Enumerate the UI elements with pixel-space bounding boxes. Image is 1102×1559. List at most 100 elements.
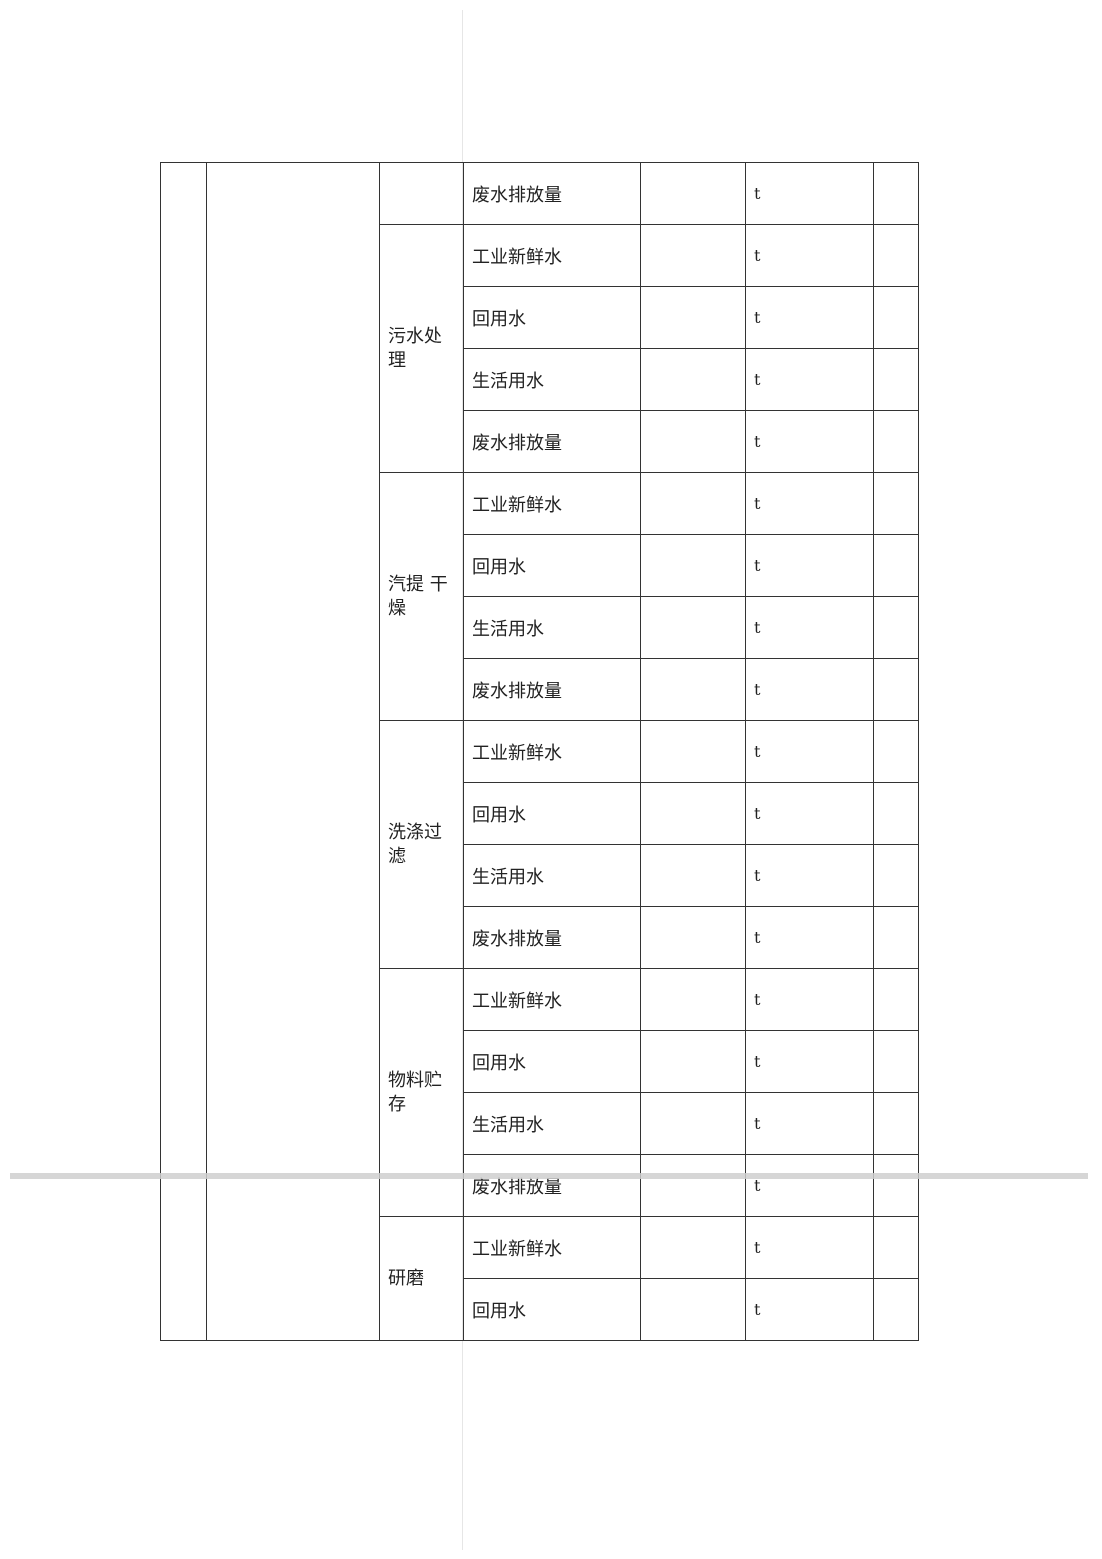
table-row: 回用水 t — [161, 286, 919, 349]
unit-cell: t — [745, 782, 874, 845]
unit-cell: t — [745, 968, 874, 1031]
remark-cell — [873, 410, 919, 473]
remark-cell — [873, 782, 919, 845]
scan-artifact-band — [10, 1173, 1088, 1179]
remark-cell — [873, 348, 919, 411]
unit-cell: t — [745, 534, 874, 597]
value-cell — [640, 844, 746, 907]
item-name: 回用水 — [463, 286, 641, 349]
remark-cell — [873, 1216, 919, 1279]
unit-cell: t — [745, 1154, 874, 1217]
unit-cell: t — [745, 348, 874, 411]
item-name: 工业新鲜水 — [463, 968, 641, 1031]
item-name: 生活用水 — [463, 1092, 641, 1155]
process-group-label — [379, 162, 464, 225]
value-cell — [640, 658, 746, 721]
item-name: 废水排放量 — [463, 906, 641, 969]
process-group-label: 汽提 干燥 — [379, 472, 464, 721]
unit-cell: t — [745, 1092, 874, 1155]
unit-cell: t — [745, 1278, 874, 1341]
item-name: 工业新鲜水 — [463, 224, 641, 287]
table-row: 回用水 t — [161, 782, 919, 845]
item-name: 废水排放量 — [463, 410, 641, 473]
table-row: 废水排放量 t — [161, 410, 919, 473]
item-name: 工业新鲜水 — [463, 720, 641, 783]
value-cell — [640, 906, 746, 969]
remark-cell — [873, 534, 919, 597]
category-cell — [206, 162, 380, 1341]
table-row: 废水排放量 t — [160, 162, 919, 1341]
value-cell — [640, 534, 746, 597]
remark-cell — [873, 844, 919, 907]
item-name: 回用水 — [463, 1278, 641, 1341]
table-row: 生活用水 t — [161, 1092, 919, 1155]
remark-cell — [873, 596, 919, 659]
table-row: 生活用水 t — [161, 348, 919, 411]
remark-cell — [873, 1154, 919, 1217]
unit-cell: t — [745, 224, 874, 287]
unit-cell: t — [745, 1216, 874, 1279]
item-name: 生活用水 — [463, 348, 641, 411]
value-cell — [640, 162, 746, 225]
table-row: 回用水 t — [161, 1278, 919, 1341]
item-name: 回用水 — [463, 782, 641, 845]
item-name: 生活用水 — [463, 844, 641, 907]
item-name: 回用水 — [463, 534, 641, 597]
table-row: 物料贮存 工业新鲜水 t — [161, 968, 919, 1217]
index-cell — [160, 162, 207, 1341]
unit-cell: t — [745, 162, 874, 225]
unit-cell: t — [745, 596, 874, 659]
remark-cell — [873, 162, 919, 225]
item-name: 废水排放量 — [463, 162, 641, 225]
value-cell — [640, 1278, 746, 1341]
table-row: 汽提 干燥 工业新鲜水 t — [161, 472, 919, 721]
unit-cell: t — [745, 1030, 874, 1093]
table-row: 生活用水 t — [161, 844, 919, 907]
unit-cell: t — [745, 906, 874, 969]
remark-cell — [873, 720, 919, 783]
unit-cell: t — [745, 658, 874, 721]
value-cell — [640, 410, 746, 473]
process-group-label: 研磨 — [379, 1216, 464, 1341]
value-cell — [640, 286, 746, 349]
value-cell — [640, 472, 746, 535]
unit-cell: t — [745, 720, 874, 783]
value-cell — [640, 968, 746, 1031]
remark-cell — [873, 968, 919, 1031]
value-cell — [640, 348, 746, 411]
table-row: 研磨 工业新鲜水 t — [161, 1216, 919, 1341]
remark-cell — [873, 1278, 919, 1341]
unit-cell: t — [745, 286, 874, 349]
table-row: 回用水 t — [161, 1030, 919, 1093]
water-usage-table: 废水排放量 t 污水处理 工业新鲜水 t 回用水 t 生活用水 t 废水排放量 t 汽提 干燥 工业新鲜… — [160, 162, 919, 1341]
remark-cell — [873, 1092, 919, 1155]
unit-cell: t — [745, 410, 874, 473]
unit-cell: t — [745, 844, 874, 907]
remark-cell — [873, 1030, 919, 1093]
table-row: 废水排放量 t — [161, 906, 919, 969]
value-cell — [640, 1154, 746, 1217]
table-row: 废水排放量 t — [161, 658, 919, 721]
value-cell — [640, 720, 746, 783]
value-cell — [640, 1216, 746, 1279]
table-row: 废水排放量 t — [161, 1154, 919, 1217]
item-name: 工业新鲜水 — [463, 472, 641, 535]
process-group-label: 洗涤过滤 — [379, 720, 464, 969]
unit-cell: t — [745, 472, 874, 535]
item-name: 工业新鲜水 — [463, 1216, 641, 1279]
item-name: 废水排放量 — [463, 1154, 641, 1217]
item-name: 废水排放量 — [463, 658, 641, 721]
process-group-label: 污水处理 — [379, 224, 464, 473]
table-row: 污水处理 工业新鲜水 t — [161, 224, 919, 473]
remark-cell — [873, 658, 919, 721]
remark-cell — [873, 906, 919, 969]
item-name: 回用水 — [463, 1030, 641, 1093]
item-name: 生活用水 — [463, 596, 641, 659]
remark-cell — [873, 224, 919, 287]
process-group-label: 物料贮存 — [379, 968, 464, 1217]
value-cell — [640, 1092, 746, 1155]
remark-cell — [873, 472, 919, 535]
remark-cell — [873, 286, 919, 349]
value-cell — [640, 596, 746, 659]
value-cell — [640, 224, 746, 287]
